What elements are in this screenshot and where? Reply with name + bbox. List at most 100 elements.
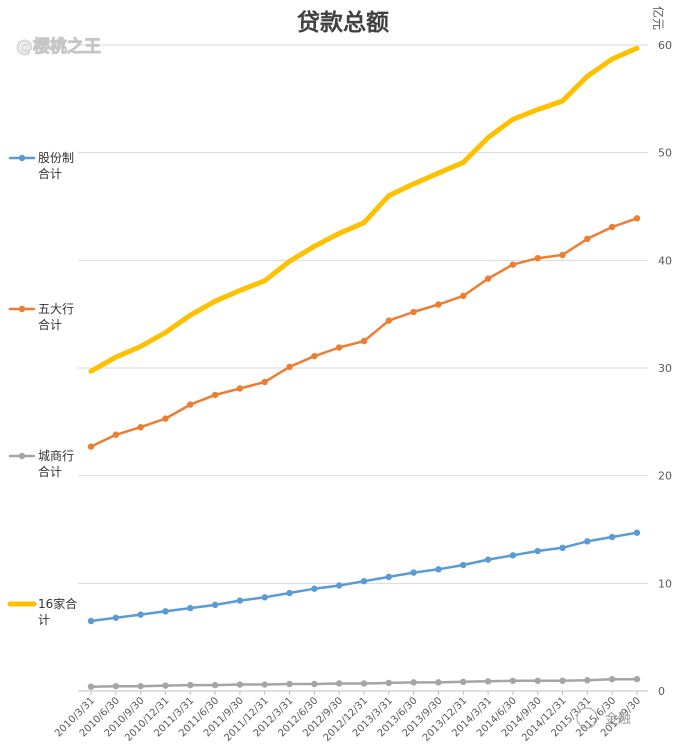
data-point	[509, 261, 517, 268]
data-point	[137, 611, 144, 618]
data-point	[633, 529, 641, 536]
y-tick-label: 60	[658, 39, 672, 52]
data-point	[484, 678, 492, 685]
watermark-top-left: @樱桃之王	[16, 36, 101, 57]
series-2	[87, 215, 641, 450]
x-axis-ticks: 2010/3/312010/6/302010/9/302010/12/31201…	[53, 691, 643, 744]
data-point	[435, 566, 442, 573]
data-point	[311, 585, 318, 592]
data-point	[286, 589, 293, 597]
data-point	[435, 301, 442, 308]
legend-label: 计	[38, 613, 50, 627]
y-tick-label: 30	[658, 362, 672, 375]
data-point	[584, 677, 591, 684]
data-point	[410, 679, 417, 686]
data-point	[484, 556, 492, 563]
legend-label: 五大行	[38, 302, 74, 316]
data-point	[286, 363, 293, 371]
watermark-bottom-right: 金融	[576, 707, 631, 729]
data-point	[534, 677, 541, 684]
data-point	[236, 681, 244, 688]
data-point	[286, 680, 293, 688]
data-point	[509, 552, 517, 559]
series-line	[89, 531, 639, 623]
data-point	[162, 608, 169, 615]
data-point	[484, 275, 492, 282]
data-point	[162, 682, 169, 689]
data-point	[236, 597, 244, 604]
legend-label: 16家合	[38, 596, 77, 611]
data-point	[311, 680, 318, 688]
data-point	[236, 385, 244, 392]
y-tick-label: 50	[658, 147, 672, 160]
data-point	[559, 544, 566, 552]
data-point	[335, 680, 343, 687]
legend-marker	[18, 154, 26, 162]
data-point	[385, 317, 393, 324]
data-point	[335, 582, 343, 589]
data-point	[137, 424, 144, 431]
legend-marker	[18, 452, 26, 460]
data-point	[211, 391, 219, 399]
series-3	[87, 675, 641, 690]
data-point	[410, 308, 417, 316]
data-point	[261, 681, 268, 688]
data-point	[261, 594, 268, 601]
data-point	[559, 251, 566, 259]
data-point	[335, 344, 343, 351]
legend-label: 股份制	[38, 151, 74, 165]
y-axis-ticks: 0 10 20 30 40 50 60	[658, 39, 672, 698]
legend-label: 合计	[38, 464, 62, 479]
y-tick-label: 40	[658, 254, 672, 267]
y-axis-unit-label: 亿元	[651, 6, 666, 30]
data-point	[162, 415, 169, 422]
data-point	[360, 337, 368, 345]
data-point	[534, 547, 541, 555]
data-point	[460, 561, 467, 569]
data-point	[187, 604, 194, 612]
legend-marker	[18, 305, 26, 313]
data-point	[261, 378, 268, 386]
data-point	[360, 577, 368, 585]
data-point	[311, 352, 318, 360]
data-point	[137, 682, 144, 690]
data-point	[187, 681, 194, 689]
series-line	[88, 45, 640, 374]
data-point	[87, 617, 95, 625]
y-tick-label: 10	[658, 577, 672, 590]
data-point	[608, 533, 616, 541]
data-point	[410, 569, 417, 576]
series-1	[87, 529, 641, 625]
data-point	[559, 677, 566, 684]
data-point	[360, 680, 368, 687]
data-point	[112, 682, 120, 690]
y-tick-label: 20	[658, 470, 672, 483]
data-point	[385, 679, 393, 687]
gridlines	[78, 44, 648, 692]
data-point	[87, 683, 95, 690]
chat-logo-icon	[576, 707, 598, 729]
data-point	[608, 675, 616, 683]
chart-title: 贷款总额	[297, 9, 389, 36]
y-tick-label: 0	[658, 685, 665, 698]
watermark-bottom-right-text: 金融	[605, 711, 631, 727]
data-point	[584, 235, 591, 242]
data-point	[584, 538, 591, 545]
data-point	[633, 215, 641, 222]
data-point	[509, 677, 517, 684]
data-point	[435, 679, 442, 686]
data-point	[633, 675, 641, 683]
data-point	[211, 601, 219, 609]
legend-label: 合计	[38, 317, 62, 332]
series-4	[88, 45, 640, 374]
data-point	[187, 401, 194, 408]
data-point	[385, 573, 393, 581]
data-point	[534, 254, 541, 262]
data-point	[87, 443, 95, 450]
